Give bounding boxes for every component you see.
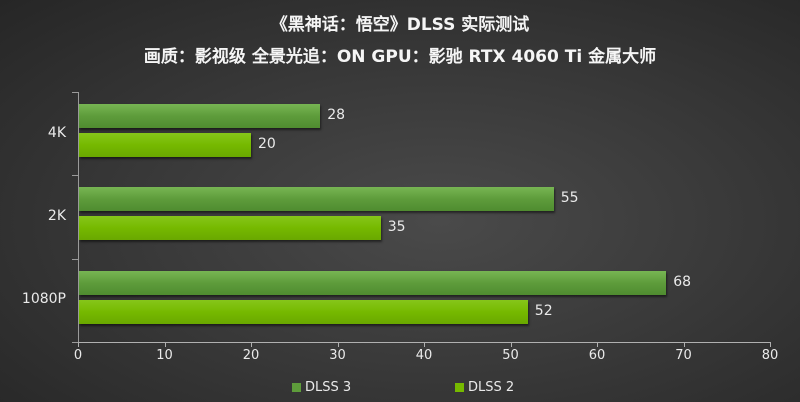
bar-value-label: 68 xyxy=(673,273,692,290)
bar-value-label: 52 xyxy=(534,302,553,319)
x-tick xyxy=(251,342,252,347)
x-tick-label: 80 xyxy=(761,348,779,363)
x-tick-label: 70 xyxy=(675,348,692,363)
category-label: 2K xyxy=(47,208,66,224)
bar-value-label: 20 xyxy=(258,136,276,152)
legend-label-dlss2: DLSS 2 xyxy=(468,380,515,395)
x-tick-label: 10 xyxy=(156,348,173,363)
bar-value-label: 28 xyxy=(327,107,346,123)
y-tick xyxy=(72,342,78,343)
bar-value-label: 55 xyxy=(560,190,579,207)
legend-item-dlss2: DLSS 2 xyxy=(455,380,514,395)
bar-dlss3-1080p xyxy=(79,270,667,295)
category-label: 4K xyxy=(47,124,66,141)
category-label: 1080P xyxy=(21,291,66,308)
bar-dlss2-4k xyxy=(79,133,251,157)
x-tick xyxy=(597,342,598,347)
x-tick xyxy=(770,342,771,347)
legend-swatch-dlss3 xyxy=(292,383,301,392)
chart-subtitle: 画质：影视级 全景光追：ON GPU：影驰 RTX 4060 Ti 金属大师 xyxy=(143,47,657,67)
x-tick xyxy=(510,342,512,347)
bar-dlss3-4k xyxy=(79,104,321,128)
x-tick-label: 60 xyxy=(588,348,606,363)
x-tick-label: 30 xyxy=(329,348,346,363)
x-axis xyxy=(78,342,770,343)
y-tick xyxy=(72,258,78,260)
y-tick xyxy=(72,92,78,93)
y-axis xyxy=(78,92,79,342)
x-tick xyxy=(683,342,685,347)
x-tick-label: 50 xyxy=(502,348,519,363)
bar-dlss2-2k xyxy=(79,216,381,241)
x-tick xyxy=(337,342,339,347)
y-tick xyxy=(72,175,78,177)
x-tick xyxy=(424,342,425,347)
bar-dlss3-2k xyxy=(79,187,554,212)
x-tick xyxy=(78,342,79,347)
legend-swatch-dlss2 xyxy=(455,383,464,392)
x-tick xyxy=(164,342,166,347)
chart-title: 《黑神话：悟空》DLSS 实际测试 xyxy=(270,15,530,35)
bar-value-label: 35 xyxy=(387,219,406,236)
x-tick-label: 20 xyxy=(242,348,260,363)
legend-label-dlss3: DLSS 3 xyxy=(305,380,352,395)
x-tick-label: 40 xyxy=(415,348,433,363)
bar-dlss2-1080p xyxy=(79,299,528,324)
x-tick-label: 0 xyxy=(73,348,83,363)
legend-item-dlss3: DLSS 3 xyxy=(292,380,351,395)
